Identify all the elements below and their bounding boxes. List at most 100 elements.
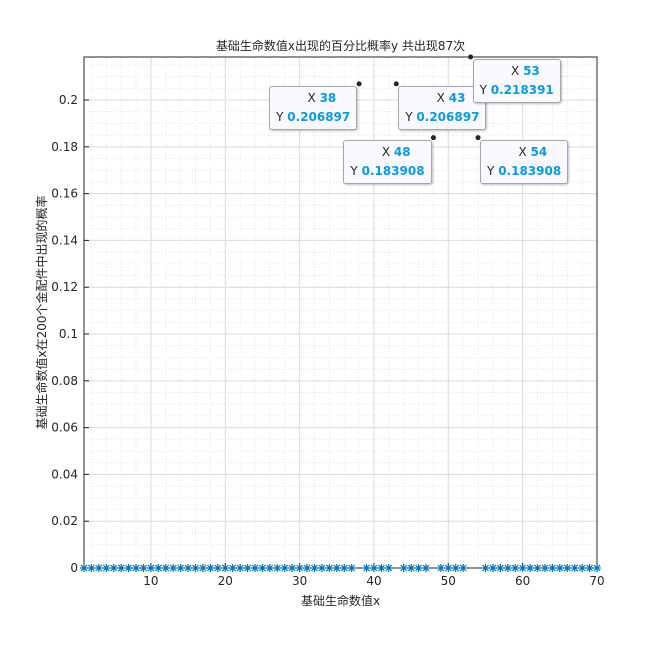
data-point [154, 564, 163, 572]
x-tick-label: 10 [143, 574, 158, 588]
data-point [213, 564, 222, 572]
data-point [236, 564, 245, 572]
data-point [317, 564, 326, 572]
x-axis-label: 基础生命数值x [301, 593, 380, 608]
data-point [87, 564, 96, 572]
data-point [117, 564, 126, 572]
data-point [80, 564, 88, 572]
data-point [511, 564, 520, 572]
data-point [393, 81, 399, 87]
data-point [340, 564, 349, 572]
data-point [332, 564, 341, 572]
data-point [288, 564, 297, 572]
datatip[interactable]: X 43 Y 0.206897 [398, 85, 487, 130]
data-point [146, 564, 155, 572]
data-point [139, 564, 148, 572]
y-tick-label: 0.2 [59, 93, 78, 107]
datatip-x-label: X [381, 144, 391, 159]
data-point [578, 564, 587, 572]
data-point [347, 564, 356, 572]
y-tick-label: 0 [70, 561, 78, 575]
data-point [124, 564, 133, 572]
datatip-y-value: 0.183908 [498, 163, 562, 178]
y-tick-label: 0.12 [51, 280, 78, 294]
data-point [451, 564, 460, 572]
data-point [221, 564, 230, 572]
y-tick-label: 0.02 [51, 514, 78, 528]
data-point [384, 564, 393, 572]
datatip-y-label: Y [350, 163, 358, 178]
plot-area [84, 57, 597, 568]
data-point [585, 564, 594, 572]
y-tick-label: 0.06 [51, 421, 78, 435]
datatip-x-value: 54 [530, 144, 548, 159]
data-point [191, 564, 200, 572]
data-point [459, 564, 468, 572]
data-point [251, 564, 259, 572]
data-point [325, 564, 334, 572]
data-point [436, 564, 445, 572]
data-point [198, 564, 207, 572]
data-point [132, 564, 141, 572]
y-tick-label: 0.08 [51, 374, 78, 388]
data-point [206, 564, 215, 572]
y-tick-label: 0.16 [51, 187, 78, 201]
datatip-x-label: X [436, 90, 445, 105]
datatip-x-value: 43 [448, 90, 466, 105]
data-point [526, 564, 535, 572]
data-point [444, 564, 453, 572]
datatip-y-value: 0.206897 [416, 109, 480, 124]
datatip-x-label: X [511, 64, 520, 78]
data-point [593, 564, 601, 572]
x-tick-label: 40 [366, 574, 381, 588]
data-point [548, 564, 557, 572]
datatip-y-value: 0.183908 [361, 163, 425, 178]
data-point [303, 564, 312, 572]
x-tick-label: 30 [292, 574, 307, 588]
data-point [265, 564, 274, 572]
data-point [422, 564, 430, 572]
data-point [496, 564, 505, 572]
data-point [243, 564, 252, 572]
data-point [430, 135, 436, 141]
data-point [228, 564, 237, 572]
y-tick-label: 0.18 [51, 140, 78, 154]
datatip-x-value: 38 [319, 90, 337, 105]
data-point [94, 564, 103, 572]
data-point [258, 564, 267, 572]
datatip[interactable]: X 48 Y 0.183908 [343, 139, 432, 184]
datatip-x-value: 53 [523, 64, 540, 78]
datatip-y-label: Y [479, 83, 487, 97]
data-point [169, 564, 178, 572]
data-point [399, 564, 408, 572]
y-tick-label: 0.14 [51, 233, 78, 247]
x-tick-label: 20 [218, 574, 233, 588]
datatip[interactable]: X 53 Y 0.218391 [472, 59, 561, 103]
data-point [414, 564, 423, 572]
data-point [356, 81, 362, 87]
datatip-y-value: 0.206897 [287, 109, 351, 124]
data-point [503, 564, 512, 572]
data-point [407, 564, 416, 572]
datatip-x-value: 48 [393, 144, 411, 159]
datatip-y-label: Y [487, 163, 495, 178]
data-point [184, 564, 193, 572]
data-point [369, 564, 378, 572]
data-point [555, 564, 564, 572]
data-point [377, 564, 386, 572]
x-tick-label: 60 [515, 574, 530, 588]
data-point [161, 564, 170, 572]
data-point [102, 564, 111, 572]
x-tick-label: 50 [441, 574, 456, 588]
data-point [362, 564, 371, 572]
chart-title: 基础生命数值x出现的百分比概率y 共出现87次 [216, 38, 465, 53]
x-tick-label: 70 [589, 574, 604, 588]
data-point [176, 564, 185, 572]
datatip[interactable]: X 54 Y 0.183908 [480, 139, 569, 184]
data-point [540, 564, 549, 572]
y-tick-label: 0.1 [59, 327, 78, 341]
data-point [533, 564, 542, 572]
data-point [310, 564, 319, 572]
datatip[interactable]: X 38 Y 0.206897 [269, 85, 358, 130]
